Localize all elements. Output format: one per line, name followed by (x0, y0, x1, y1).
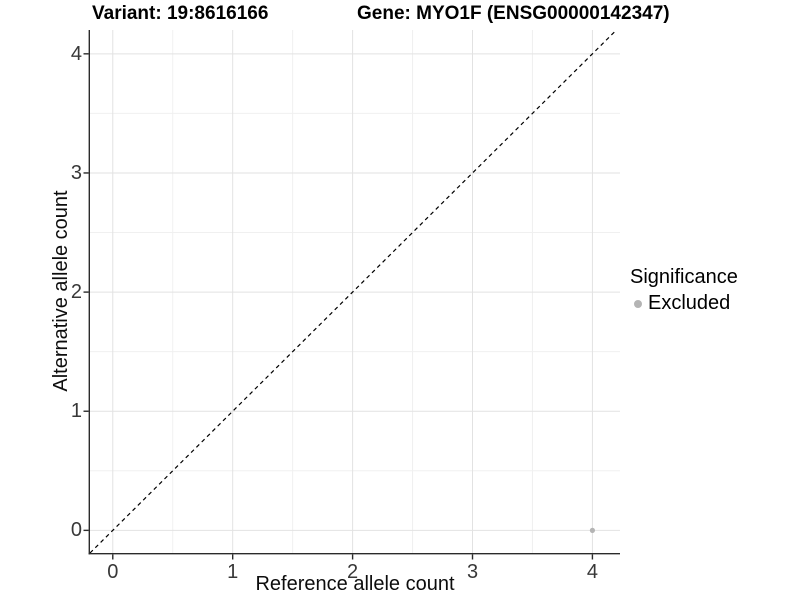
y-tick-label: 2 (70, 281, 82, 304)
x-axis-title: Reference allele count (255, 573, 455, 595)
y-tick-label: 1 (70, 400, 82, 423)
x-tick-label: 4 (586, 561, 598, 583)
excluded-point-swatch-icon (634, 299, 642, 308)
x-tick-label: 0 (107, 561, 119, 583)
identity-dashed-line (89, 29, 617, 554)
plot-title-variant: Variant: 19:8616166 (92, 3, 269, 24)
legend-item-label: Excluded (648, 292, 731, 314)
x-tick-label: 3 (466, 561, 479, 583)
legend-title: Significance (630, 266, 738, 288)
y-tick-label: 0 (70, 519, 82, 542)
legend: Significance Excluded (630, 266, 738, 315)
plot-title-gene: Gene: MYO1F (ENSG00000142347) (357, 3, 670, 24)
x-tick-label: 2 (347, 561, 359, 583)
data-point (589, 527, 596, 533)
y-tick-label: 3 (70, 161, 82, 184)
y-tick-label: 4 (70, 42, 82, 65)
legend-item-excluded: Excluded (630, 292, 738, 315)
x-tick-label: 1 (227, 561, 239, 583)
